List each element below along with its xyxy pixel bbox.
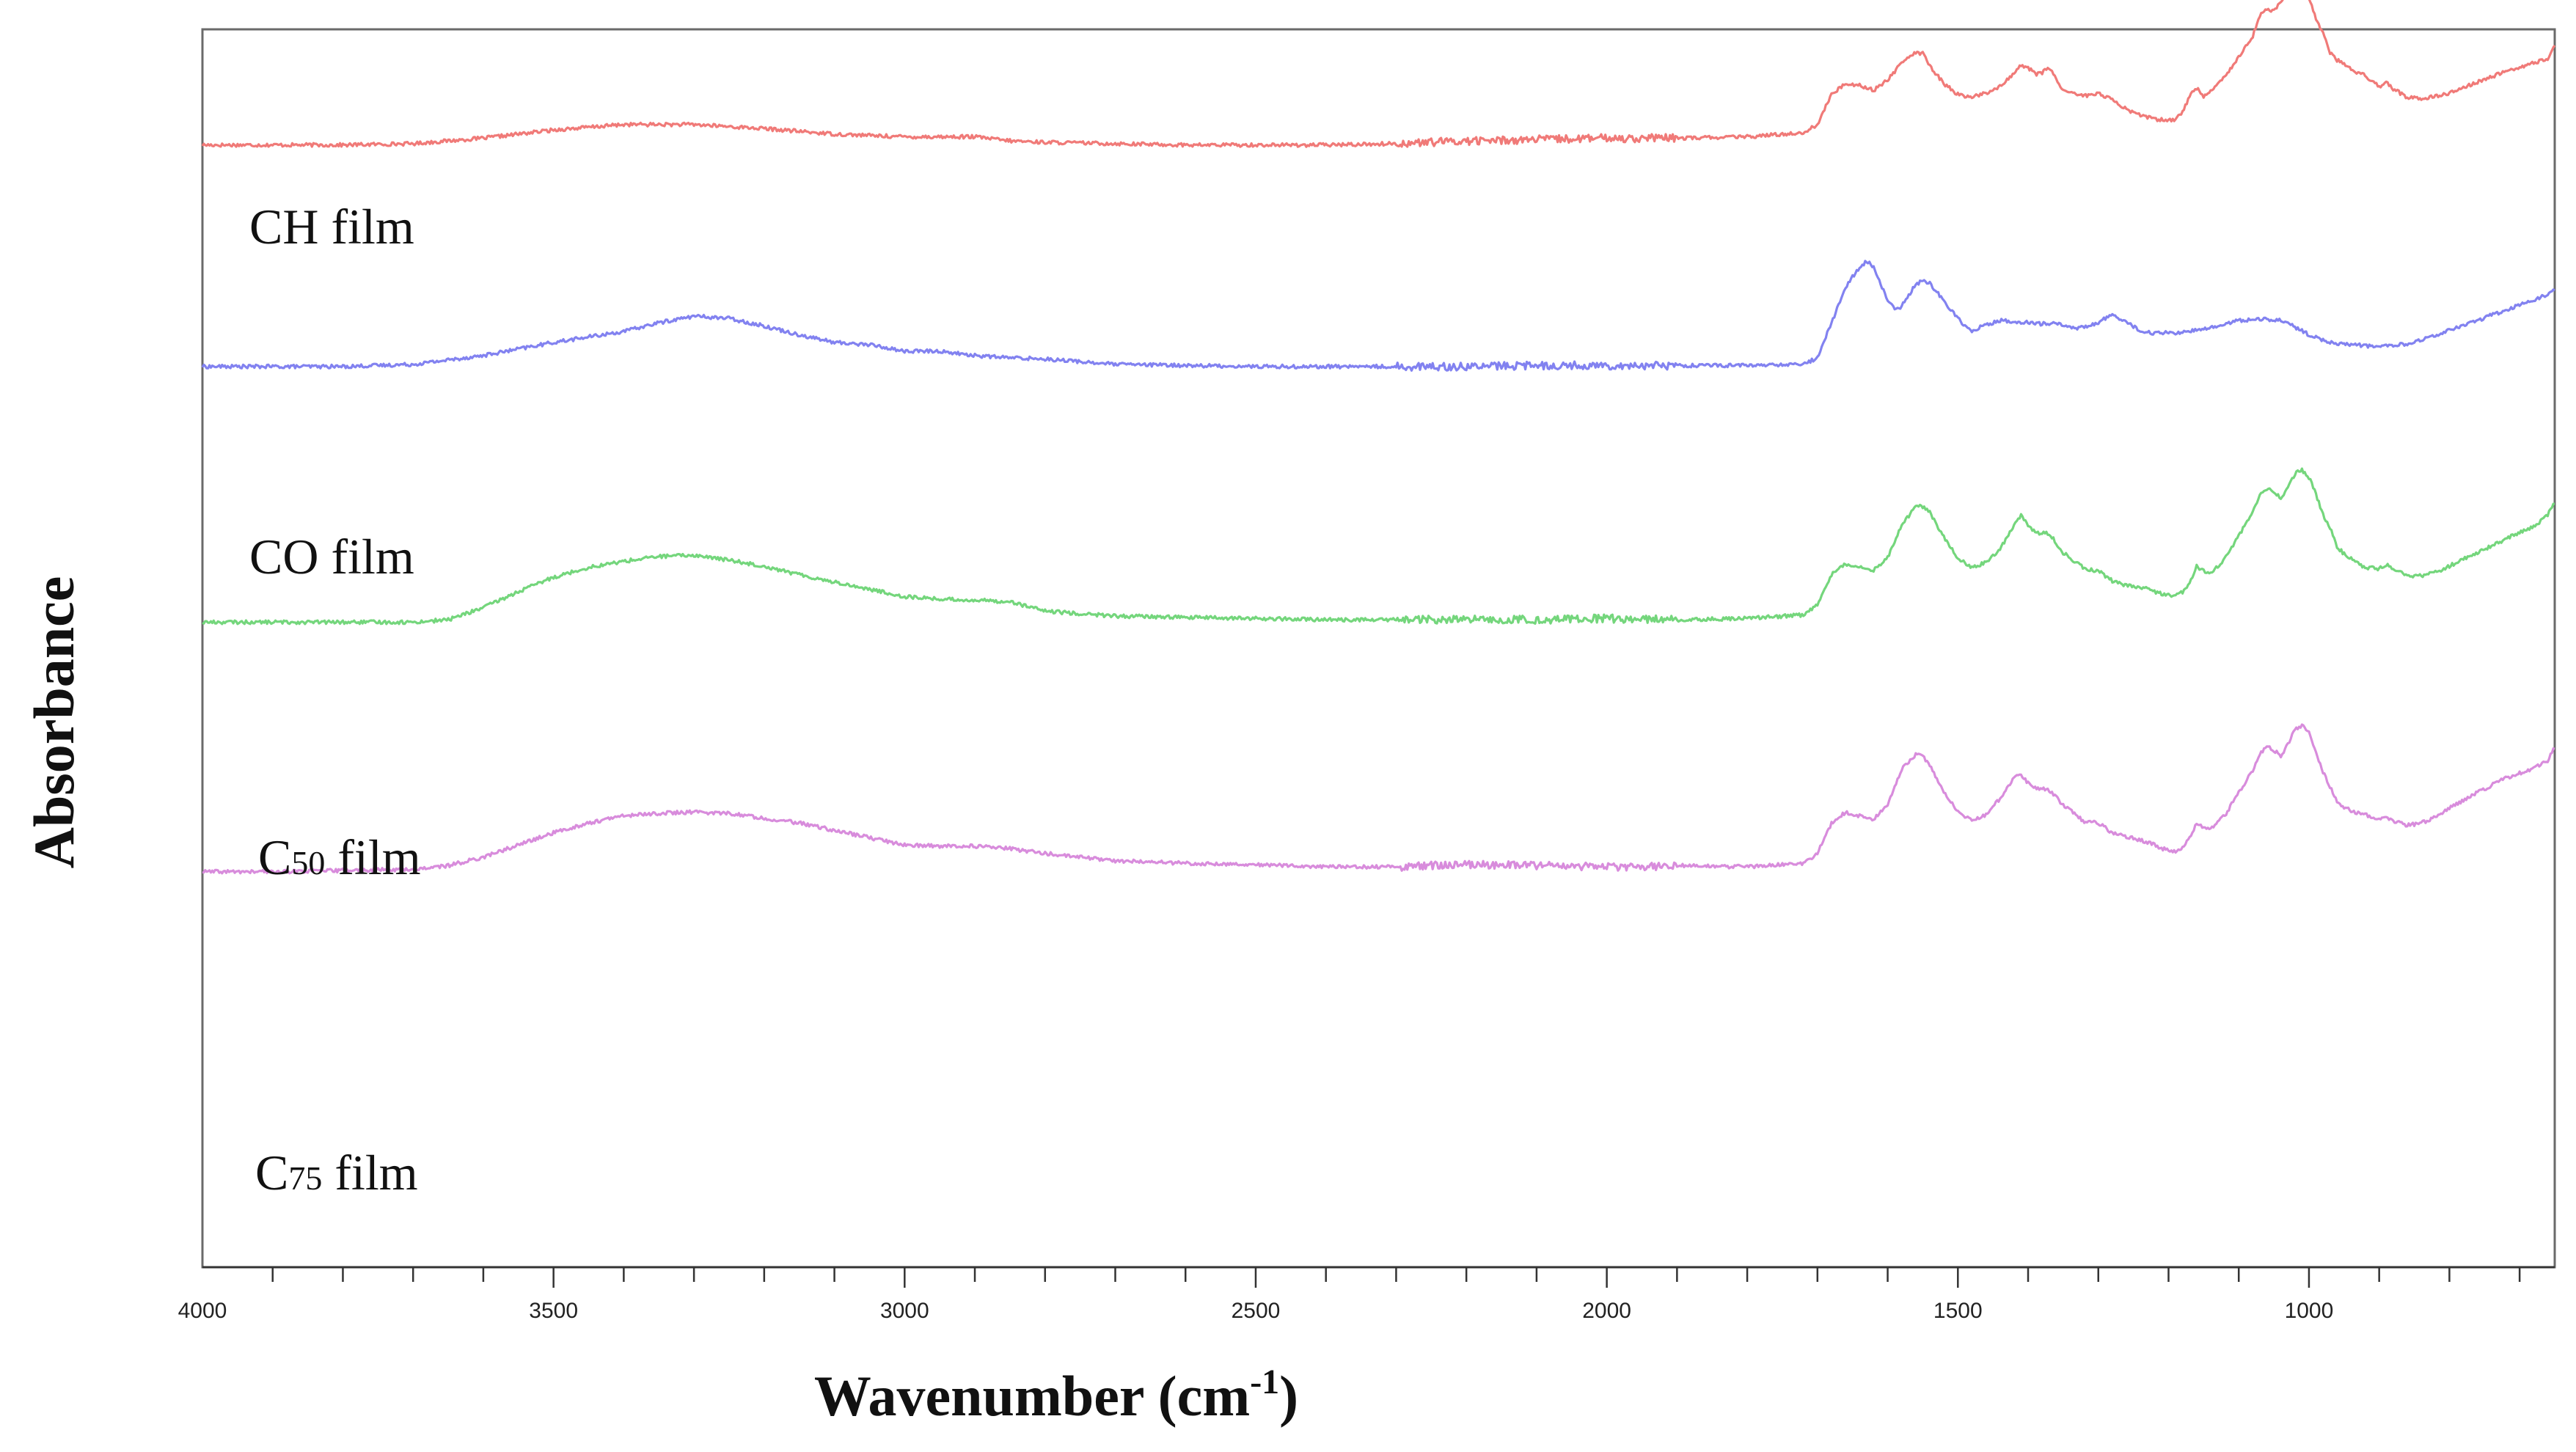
x-tick-label: 1500 [1933, 1299, 1983, 1323]
series-label-main: CO film [249, 529, 414, 584]
x-axis-title-main: Wavenumber (cm [814, 1364, 1250, 1428]
x-axis-title: Wavenumber (cm-1) [814, 1363, 1298, 1428]
x-tick-label: 1000 [2285, 1299, 2334, 1323]
x-tick-label: 2500 [1232, 1299, 1281, 1323]
x-axis-title-close: ) [1279, 1364, 1298, 1428]
x-tick-label: 3500 [529, 1299, 578, 1323]
series-label-main: C [255, 1145, 288, 1200]
plot-frame [201, 28, 2556, 1269]
series-label-rest: film [322, 1145, 417, 1200]
series-line-1 [201, 0, 2556, 148]
x-axis-ticks [271, 1267, 2521, 1288]
x-tick-label: 4000 [178, 1299, 227, 1323]
series-label-3: C50 film [258, 829, 421, 885]
spectra-group [201, 0, 2556, 875]
series-label-subscript: 75 [288, 1159, 322, 1197]
x-axis-tick-labels: 4000 3500 3000 2500 2000 1500 1000 [178, 1299, 2334, 1323]
series-label-1: CH film [249, 199, 414, 254]
x-axis-title-sup: -1 [1250, 1363, 1279, 1401]
series-line-2 [201, 260, 2555, 372]
series-label-subscript: 50 [291, 844, 325, 881]
x-tick-label: 3000 [880, 1299, 929, 1323]
y-axis-title: Absorbance [22, 576, 86, 869]
series-label-main: C [258, 829, 291, 885]
x-tick-label: 2000 [1582, 1299, 1631, 1323]
series-line-3 [202, 467, 2555, 626]
series-label-4: C75 film [255, 1145, 418, 1200]
series-label-2: CO film [249, 529, 414, 584]
series-label-rest: film [325, 829, 420, 885]
series-line-4 [202, 723, 2555, 875]
series-label-main: CH film [249, 199, 414, 254]
